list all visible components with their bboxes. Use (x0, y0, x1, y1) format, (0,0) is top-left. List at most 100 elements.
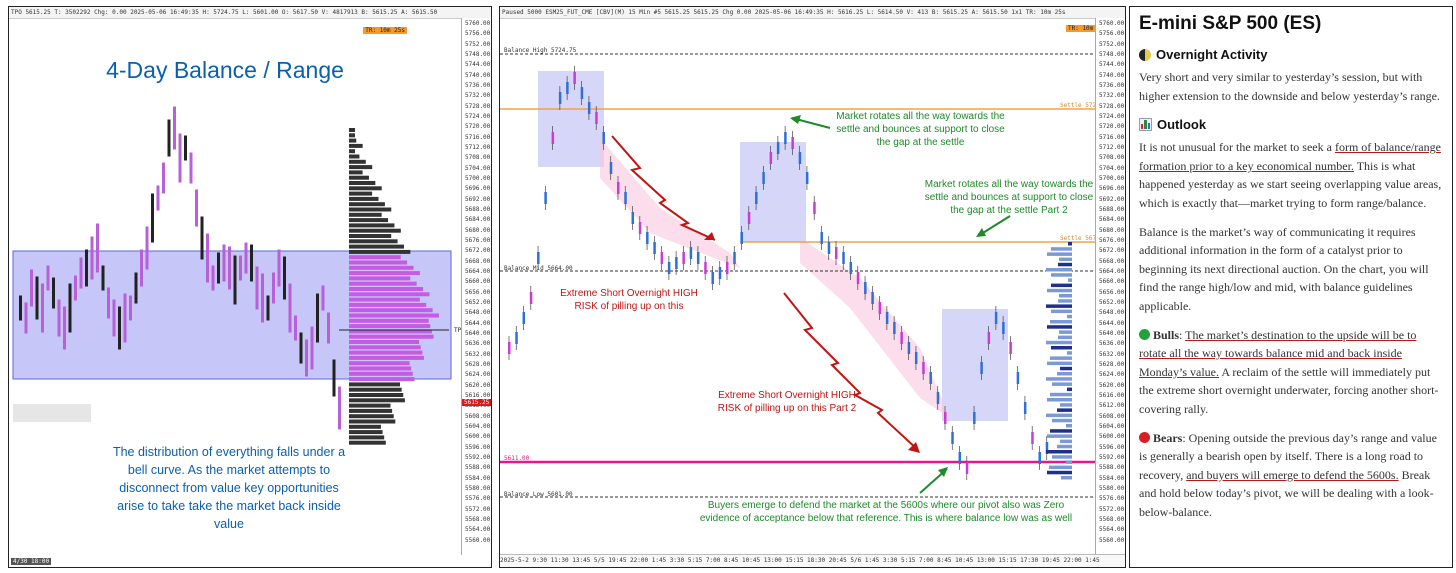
candle-body (566, 82, 569, 94)
candle-body (740, 232, 744, 244)
tpo-chart-header: TPO 5615.25 T: 3502292 Chg: 0.00 2025-05… (9, 7, 491, 19)
profile-row (349, 133, 355, 138)
price-tick: 5568.00 (465, 516, 491, 523)
volume-bar (1060, 366, 1072, 371)
candle-body (907, 342, 911, 354)
tpo-column (63, 306, 66, 350)
price-tick: 5756.00 (465, 30, 491, 38)
price-tick: 5604.00 (465, 423, 491, 430)
tpo-column (74, 275, 77, 301)
price-tick: 5748.00 (465, 51, 491, 58)
tpo-column (52, 277, 55, 309)
price-tick: 5636.00 (1099, 340, 1125, 348)
price-tick: 5572.00 (465, 505, 491, 513)
price-tick: 5596.00 (1099, 443, 1125, 451)
candle-body (1038, 452, 1041, 464)
candle-body (704, 262, 707, 274)
candle-body (580, 87, 584, 99)
price-tick: 5584.00 (465, 474, 491, 482)
profile-row (349, 340, 420, 344)
candle-body (871, 292, 874, 304)
candle-body (922, 362, 925, 374)
balance-box-3 (942, 309, 1008, 421)
profile-row (349, 239, 398, 244)
tpo-column (338, 386, 341, 430)
profile-row (349, 159, 366, 164)
candle-body (638, 222, 642, 234)
profile-row (349, 393, 404, 397)
price-tick: 5704.00 (465, 164, 491, 172)
tpo-column (156, 185, 160, 211)
price-tick: 5692.00 (1099, 195, 1125, 203)
price-tick: 5564.00 (1099, 526, 1125, 534)
profile-row (349, 440, 386, 445)
tpo-column (200, 216, 204, 260)
price-tick: 5648.00 (465, 309, 491, 317)
price-tick: 5608.00 (1099, 412, 1125, 420)
candle-body (914, 352, 918, 364)
chart-title: 4-Day Balance / Range (106, 57, 344, 83)
candle-body (878, 302, 882, 314)
balance-box-1 (538, 71, 604, 167)
candle-body (558, 92, 562, 104)
tpo-column (332, 359, 336, 397)
underlined-key-point: form of balance/range formation prior to… (1139, 140, 1441, 173)
profile-row (349, 430, 383, 435)
candle-body (1009, 342, 1012, 354)
price-tick: 5664.00 (465, 268, 491, 275)
candle-body (1023, 402, 1027, 414)
pivot-label: 5611.00 (504, 455, 530, 462)
candle-body (805, 172, 809, 184)
candle-body (849, 262, 853, 274)
volume-bar (1058, 335, 1072, 340)
candle-body (856, 272, 860, 284)
profile-row (349, 249, 411, 254)
candle-body (609, 162, 613, 174)
profile-row (349, 292, 430, 297)
price-tick: 5560.00 (465, 536, 491, 544)
profile-row (349, 255, 401, 260)
tpo-column (118, 306, 121, 350)
volume-bar (1049, 465, 1072, 470)
profile-row (349, 281, 417, 286)
price-tick: 5696.00 (465, 185, 491, 193)
volume-bar (1052, 418, 1072, 423)
volume-bar (1050, 429, 1072, 433)
profile-row (349, 377, 415, 382)
candle-body (798, 152, 802, 164)
tpo-chart-panel: TPO 5615.25 T: 3502292 Chg: 0.00 2025-05… (8, 6, 492, 568)
short-note-2: Extreme Short Overnight HIGH RISK of pil… (717, 390, 857, 414)
tpo-column (30, 269, 33, 307)
balance-low-label: Balance Low 5601.00 (504, 491, 573, 498)
volume-bar (1052, 382, 1072, 386)
profile-row (349, 435, 385, 440)
candlestick-graph (500, 53, 1095, 498)
volume-bar (1046, 340, 1072, 345)
price-tick: 5588.00 (1099, 464, 1125, 472)
tpo-column (96, 223, 99, 273)
price-tick: 5736.00 (1099, 82, 1125, 89)
tpo-column (145, 226, 149, 270)
tpo-column (277, 249, 281, 287)
price-tick: 5744.00 (1099, 61, 1125, 69)
gray-box (13, 404, 91, 422)
price-tick: 5716.00 (1099, 133, 1125, 141)
price-tick: 5728.00 (1099, 102, 1125, 110)
profile-row (349, 186, 382, 191)
candle-body (733, 252, 736, 264)
volume-bar (1066, 424, 1072, 428)
profile-row (349, 345, 421, 350)
settle-label-2: Settle 5674.00 (1060, 235, 1111, 242)
red-circle-icon (1139, 431, 1150, 443)
volume-bar (1046, 413, 1072, 418)
price-tick: 5672.00 (465, 247, 491, 255)
candle-price-axis: 5760.00 5756.00 5752.00 5748.00 5744.00 5740.… (1095, 18, 1125, 555)
buyers-note: Buyers emerge to defend the market at th… (699, 500, 1073, 524)
candle-body (653, 242, 656, 254)
candle-body (675, 257, 678, 269)
volume-bar (1067, 314, 1072, 319)
candle-body (1031, 432, 1034, 444)
candle-body (842, 252, 845, 264)
price-tick: 5612.00 (1099, 402, 1125, 410)
volume-bar (1046, 268, 1072, 272)
